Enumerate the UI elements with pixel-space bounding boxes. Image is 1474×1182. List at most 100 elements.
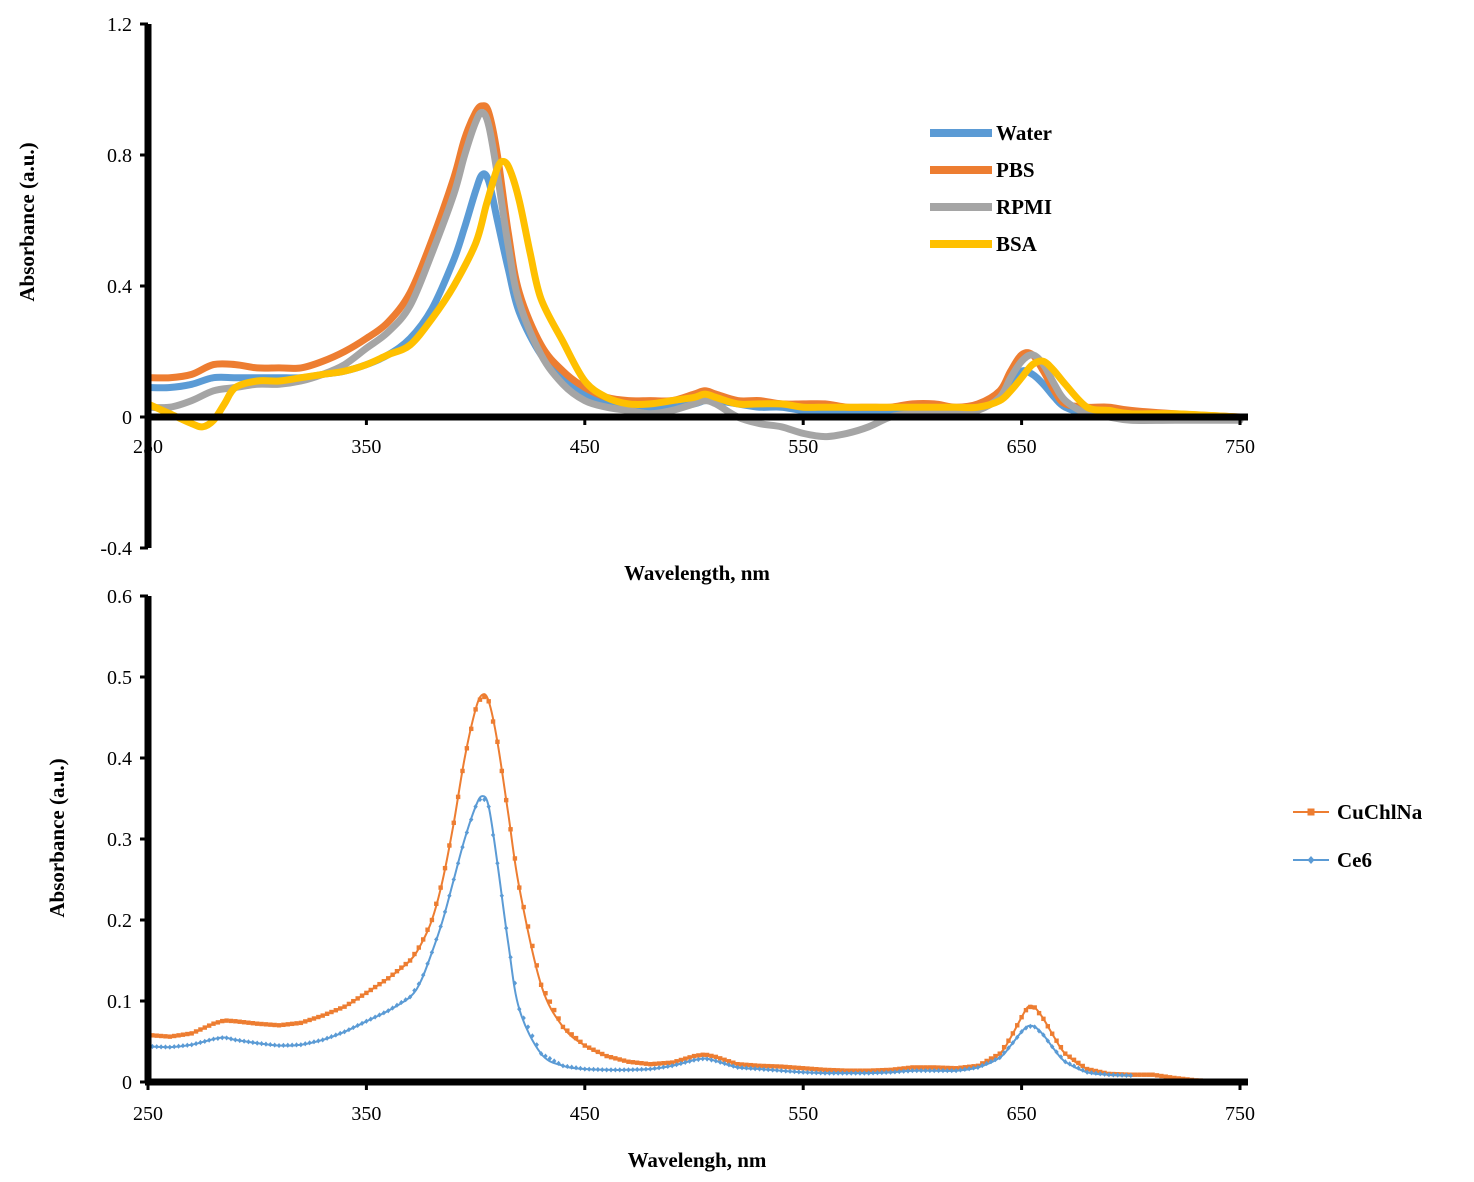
marker-ce6 — [1032, 1024, 1037, 1030]
marker-cuchlna — [766, 1063, 771, 1069]
marker-cuchlna — [503, 797, 509, 803]
series-line-ce6 — [147, 795, 1132, 1077]
marker-cuchlna — [447, 843, 452, 848]
marker-cuchlna — [691, 1053, 697, 1059]
marker-ce6 — [696, 1056, 701, 1063]
marker-ce6 — [495, 860, 500, 866]
marker-ce6 — [1028, 1023, 1033, 1029]
legend-label: BSA — [996, 232, 1038, 256]
marker-ce6 — [862, 1070, 867, 1076]
marker-ce6 — [1111, 1072, 1116, 1078]
marker-ce6 — [936, 1068, 941, 1074]
x-tick-label: 550 — [788, 1103, 818, 1125]
marker-cuchlna — [726, 1059, 732, 1064]
marker-ce6 — [442, 909, 448, 915]
marker-ce6 — [648, 1066, 653, 1072]
marker-ce6 — [1080, 1067, 1085, 1073]
marker-ce6 — [342, 1029, 347, 1035]
marker-ce6 — [1058, 1054, 1064, 1060]
x-tick-label: 650 — [1007, 1103, 1037, 1125]
marker-ce6 — [386, 1008, 391, 1014]
marker-cuchlna — [687, 1055, 692, 1060]
marker-cuchlna — [241, 1020, 247, 1025]
marker-cuchlna — [643, 1061, 649, 1066]
marker-ce6 — [547, 1055, 553, 1062]
marker-cuchlna — [377, 981, 382, 987]
marker-cuchlna — [525, 924, 531, 929]
marker-ce6 — [1067, 1061, 1072, 1067]
marker-ce6 — [320, 1037, 325, 1043]
marker-ce6 — [521, 1015, 526, 1021]
marker-ce6 — [766, 1067, 771, 1073]
marker-ce6 — [923, 1068, 928, 1074]
marker-ce6 — [678, 1060, 684, 1067]
marker-cuchlna — [158, 1033, 164, 1039]
marker-ce6 — [709, 1057, 714, 1063]
marker-cuchlna — [1071, 1057, 1077, 1063]
marker-cuchlna — [665, 1060, 670, 1066]
marker-cuchlna — [1172, 1075, 1177, 1081]
marker-ce6 — [722, 1060, 727, 1067]
chart-bottom-series-lines — [145, 693, 1243, 1085]
y-tick-label: 0.6 — [107, 586, 132, 608]
marker-cuchlna — [1019, 1015, 1024, 1020]
marker-ce6 — [1015, 1034, 1020, 1040]
marker-cuchlna — [320, 1013, 325, 1018]
marker-ce6 — [809, 1070, 815, 1076]
marker-ce6 — [962, 1066, 968, 1072]
marker-cuchlna — [565, 1028, 570, 1033]
marker-cuchlna — [172, 1033, 177, 1039]
marker-cuchlna — [180, 1032, 186, 1037]
marker-ce6 — [748, 1065, 753, 1071]
marker-ce6 — [1084, 1069, 1090, 1075]
marker-cuchlna — [560, 1024, 566, 1030]
marker-cuchlna — [1176, 1076, 1182, 1081]
marker-cuchlna — [595, 1049, 601, 1055]
marker-ce6 — [420, 972, 426, 978]
marker-cuchlna — [255, 1021, 260, 1026]
marker-cuchlna — [538, 982, 544, 987]
series-cuchlna — [145, 693, 1243, 1085]
marker-ce6 — [1124, 1072, 1129, 1078]
marker-ce6 — [849, 1070, 854, 1076]
marker-cuchlna — [993, 1053, 998, 1059]
marker-cuchlna — [700, 1052, 705, 1057]
y-tick-label: 0.8 — [107, 145, 132, 167]
marker-cuchlna — [521, 904, 526, 910]
marker-ce6 — [818, 1070, 823, 1076]
marker-cuchlna — [206, 1023, 212, 1028]
marker-cuchlna — [569, 1032, 574, 1037]
marker-ce6 — [779, 1068, 784, 1074]
marker-ce6 — [888, 1069, 893, 1075]
marker-ce6 — [285, 1042, 290, 1048]
marker-ce6 — [407, 994, 413, 1000]
y-tick-label: 0 — [122, 407, 132, 429]
marker-cuchlna — [407, 958, 413, 963]
chart-bottom-axes — [140, 594, 1248, 1090]
marker-ce6 — [700, 1056, 705, 1062]
marker-cuchlna — [1163, 1074, 1168, 1079]
marker-cuchlna — [1032, 1005, 1037, 1010]
marker-cuchlna — [193, 1029, 199, 1034]
chart-bottom-x-axis-title: Wavelengh, nm — [628, 1148, 767, 1172]
marker-ce6 — [565, 1063, 570, 1070]
marker-ce6 — [329, 1034, 334, 1040]
marker-ce6 — [953, 1068, 959, 1074]
marker-ce6 — [883, 1069, 889, 1076]
marker-cuchlna — [420, 937, 426, 942]
marker-cuchlna — [233, 1019, 238, 1024]
marker-ce6 — [307, 1040, 312, 1046]
marker-ce6 — [455, 860, 461, 866]
marker-ce6 — [569, 1064, 574, 1070]
marker-cuchlna — [639, 1061, 644, 1066]
marker-cuchlna — [573, 1035, 579, 1041]
marker-cuchlna — [621, 1058, 627, 1063]
y-tick-label: 0 — [122, 1072, 132, 1094]
marker-cuchlna — [1159, 1073, 1164, 1079]
marker-cuchlna — [669, 1060, 675, 1065]
legend-label: CuChlNa — [1337, 800, 1423, 824]
marker-cuchlna — [342, 1004, 347, 1009]
marker-cuchlna — [678, 1057, 684, 1063]
marker-cuchlna — [696, 1053, 701, 1058]
marker-ce6 — [246, 1039, 251, 1045]
